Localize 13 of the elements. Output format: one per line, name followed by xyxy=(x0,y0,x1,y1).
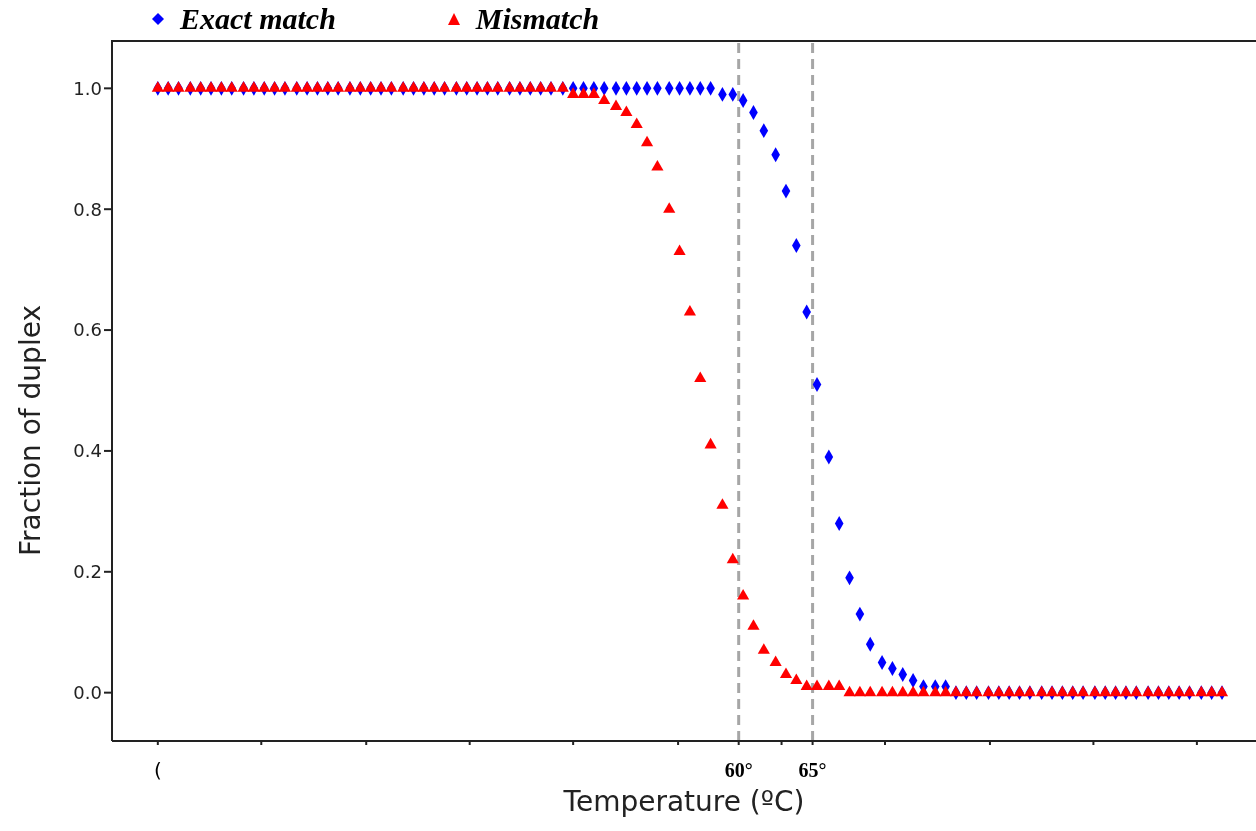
y-tick-label: 0.0 xyxy=(73,682,102,704)
x-tick-label: ( xyxy=(153,758,162,782)
x-tick-label: 60° xyxy=(724,759,753,781)
y-tick-label: 0.8 xyxy=(73,198,102,220)
y-axis-title: Fraction of duplex xyxy=(13,304,47,556)
y-tick-label: 1.0 xyxy=(73,77,102,99)
y-tick-label: 0.2 xyxy=(73,561,102,583)
legend-label: Mismatch xyxy=(475,2,600,36)
x-axis-title: Temperature (ºC) xyxy=(563,785,805,818)
legend-label: Exact match xyxy=(180,2,336,36)
x-tick-label: 65° xyxy=(798,759,827,781)
y-tick-label: 0.4 xyxy=(73,440,102,462)
y-tick-label: 0.6 xyxy=(73,319,102,341)
